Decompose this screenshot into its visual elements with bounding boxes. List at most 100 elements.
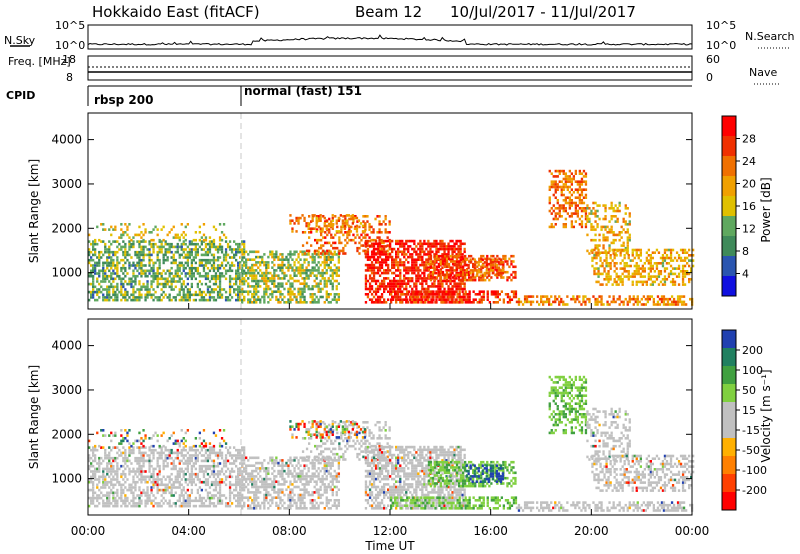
velocity-cell xyxy=(98,488,101,492)
power-cell xyxy=(490,293,494,296)
power-cell xyxy=(655,248,659,252)
power-cell xyxy=(570,188,574,191)
power-cell xyxy=(295,269,298,272)
velocity-cell xyxy=(212,472,216,476)
power-cell xyxy=(504,270,507,274)
velocity-cell xyxy=(212,446,216,449)
power-cell xyxy=(351,216,355,220)
power-cell xyxy=(190,240,194,243)
power-cell xyxy=(182,256,185,259)
power-cell xyxy=(220,250,224,254)
velocity-cell xyxy=(138,488,141,492)
power-cell xyxy=(319,271,322,275)
velocity-cell xyxy=(114,470,117,473)
power-cell xyxy=(692,259,695,262)
power-cell xyxy=(343,222,347,225)
power-cell xyxy=(446,295,449,299)
power-cell xyxy=(626,223,629,226)
velocity-cell xyxy=(166,488,169,492)
power-cell xyxy=(277,290,280,293)
power-cell xyxy=(180,277,183,281)
power-cell xyxy=(112,253,115,257)
power-cell xyxy=(180,282,183,286)
power-cell xyxy=(124,288,127,291)
power-cell xyxy=(277,287,280,291)
power-cell xyxy=(196,266,200,270)
power-cell xyxy=(253,295,256,299)
power-cell xyxy=(249,298,252,301)
power-cell xyxy=(451,290,454,293)
power-cell xyxy=(366,220,369,223)
power-cell xyxy=(94,250,97,254)
power-cell xyxy=(382,220,385,223)
power-cell xyxy=(656,300,660,304)
power-cell xyxy=(204,298,208,302)
power-cell xyxy=(138,256,141,259)
velocity-cell xyxy=(120,464,123,468)
power-cell xyxy=(550,295,553,298)
velocity-cell xyxy=(200,448,204,452)
power-cell xyxy=(214,266,218,270)
power-cell xyxy=(335,279,338,283)
velocity-cell xyxy=(92,499,95,503)
velocity-cell xyxy=(168,448,171,452)
power-cell xyxy=(461,242,464,246)
velocity-cell xyxy=(100,462,103,465)
velocity-cell xyxy=(176,486,179,489)
power-cell xyxy=(180,233,183,237)
power-cell xyxy=(311,298,314,301)
power-cell xyxy=(480,276,483,279)
power-cell xyxy=(670,303,674,306)
power-cell xyxy=(333,298,336,301)
velocity-cell xyxy=(152,494,155,497)
power-cell xyxy=(410,301,413,304)
power-cell xyxy=(313,279,316,283)
power-cell xyxy=(662,295,666,298)
cpid-segment-1: rbsp 200 xyxy=(94,93,153,107)
power-cell xyxy=(419,239,422,243)
power-cell xyxy=(568,215,572,218)
power-cell xyxy=(624,204,627,207)
velocity-cell xyxy=(214,483,218,487)
power-cell xyxy=(417,271,420,275)
velocity-cell xyxy=(190,478,194,481)
power-cell xyxy=(560,193,563,197)
power-cell xyxy=(317,253,320,256)
power-cell xyxy=(405,285,408,288)
velocity-cell xyxy=(116,491,119,495)
power-cell xyxy=(472,298,475,301)
power-cell xyxy=(124,248,127,251)
power-cell xyxy=(307,222,310,225)
power-cell xyxy=(427,266,430,269)
power-cell xyxy=(323,222,326,225)
power-cell xyxy=(607,264,610,268)
power-cell xyxy=(102,253,105,257)
power-cell xyxy=(370,245,374,248)
power-cell xyxy=(305,271,308,275)
power-cell xyxy=(112,285,115,289)
power-cell xyxy=(604,238,607,242)
power-cell xyxy=(486,254,489,258)
power-cell xyxy=(414,298,417,301)
power-cell xyxy=(449,287,452,291)
power-cell xyxy=(666,303,670,306)
power-cell xyxy=(582,209,586,213)
power-cell xyxy=(646,295,650,298)
power-cell xyxy=(253,274,256,277)
power-cell xyxy=(458,298,461,301)
power-cell xyxy=(576,188,580,191)
power-cell xyxy=(604,217,607,221)
power-cell xyxy=(178,288,181,291)
power-cell xyxy=(385,258,388,261)
power-cell xyxy=(442,290,445,293)
velocity-cell xyxy=(208,486,212,489)
power-cell xyxy=(628,215,631,218)
power-cell xyxy=(396,295,399,299)
power-cell xyxy=(649,262,653,265)
power-cell xyxy=(301,263,304,267)
power-cell xyxy=(142,269,145,273)
power-cell xyxy=(311,269,314,272)
velocity-cell xyxy=(170,483,173,487)
power-cell xyxy=(237,296,240,299)
power-cell xyxy=(601,264,604,268)
